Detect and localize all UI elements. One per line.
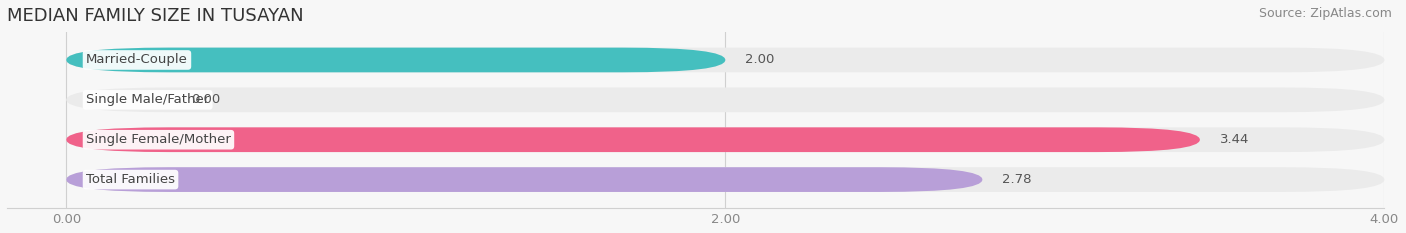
Text: Source: ZipAtlas.com: Source: ZipAtlas.com [1258,7,1392,20]
Text: 2.00: 2.00 [745,53,775,66]
Text: MEDIAN FAMILY SIZE IN TUSAYAN: MEDIAN FAMILY SIZE IN TUSAYAN [7,7,304,25]
FancyBboxPatch shape [66,87,1385,112]
FancyBboxPatch shape [66,127,1199,152]
FancyBboxPatch shape [66,48,725,72]
Text: Married-Couple: Married-Couple [86,53,188,66]
Text: 0.00: 0.00 [191,93,221,106]
Text: Total Families: Total Families [86,173,174,186]
Text: Single Female/Mother: Single Female/Mother [86,133,231,146]
Text: 2.78: 2.78 [1002,173,1032,186]
FancyBboxPatch shape [66,167,1385,192]
FancyBboxPatch shape [66,48,1385,72]
Text: Single Male/Father: Single Male/Father [86,93,209,106]
Text: 3.44: 3.44 [1219,133,1249,146]
FancyBboxPatch shape [66,167,983,192]
FancyBboxPatch shape [66,127,1385,152]
